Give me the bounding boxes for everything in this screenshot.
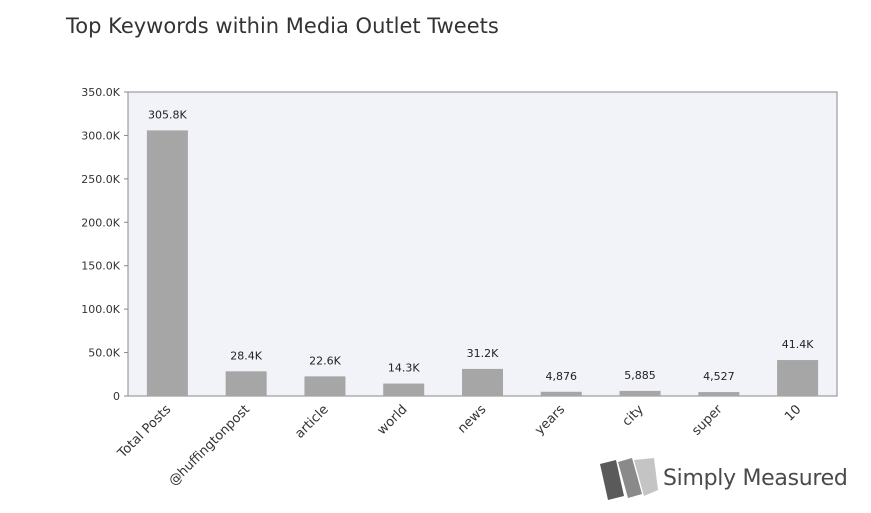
x-tick-label: 10 (782, 402, 804, 424)
x-tick-label: Total Posts (114, 402, 174, 462)
bar (619, 390, 661, 396)
y-tick-label: 350.0K (81, 86, 120, 99)
x-tick-label: years (532, 402, 568, 438)
y-tick-label: 50.0K (88, 347, 120, 360)
bar (304, 376, 346, 396)
bar-value-label: 305.8K (148, 108, 187, 121)
y-tick-label: 200.0K (81, 216, 120, 229)
x-tick-label: world (375, 402, 411, 438)
y-tick-label: 300.0K (81, 129, 120, 142)
x-tick-label: @huffingtonpost (166, 402, 253, 489)
bar-value-label: 31.2K (467, 347, 499, 360)
bar-value-label: 22.6K (309, 354, 341, 367)
bar (698, 392, 740, 396)
y-tick-label: 100.0K (81, 303, 120, 316)
bar (146, 130, 188, 396)
chart-title: Top Keywords within Media Outlet Tweets (66, 14, 499, 38)
bar-value-label: 4,876 (546, 370, 578, 383)
y-axis: 0 50.0K 100.0K 150.0K 200.0K 250.0K 300.0K 350.… (81, 86, 128, 403)
bar-value-label: 28.4K (230, 349, 262, 362)
bar-value-label: 4,527 (703, 370, 735, 383)
simply-measured-logo-icon (600, 458, 658, 500)
bar (777, 360, 819, 396)
bar (540, 391, 582, 396)
x-tick-label: article (292, 402, 331, 441)
bar (462, 368, 503, 396)
brand-name: Simply Measured (663, 466, 848, 491)
bar-value-label: 41.4K (782, 338, 814, 351)
x-tick-label: super (689, 402, 726, 439)
y-tick-label: 250.0K (81, 173, 120, 186)
bar (383, 383, 425, 396)
x-tick-label: news (455, 402, 490, 437)
x-tick-label: city (620, 402, 647, 429)
plot-area (127, 91, 838, 397)
bar-value-label: 14.3K (388, 362, 420, 375)
bar (225, 371, 267, 396)
y-tick-label: 0 (113, 390, 120, 403)
y-tick-label: 150.0K (81, 260, 120, 273)
data-labels: 305.8K 28.4K 22.6K 14.3K 31.2K 4,876 5,885 4,52… (148, 108, 814, 383)
bar-value-label: 5,885 (624, 369, 656, 382)
bars (146, 130, 819, 396)
